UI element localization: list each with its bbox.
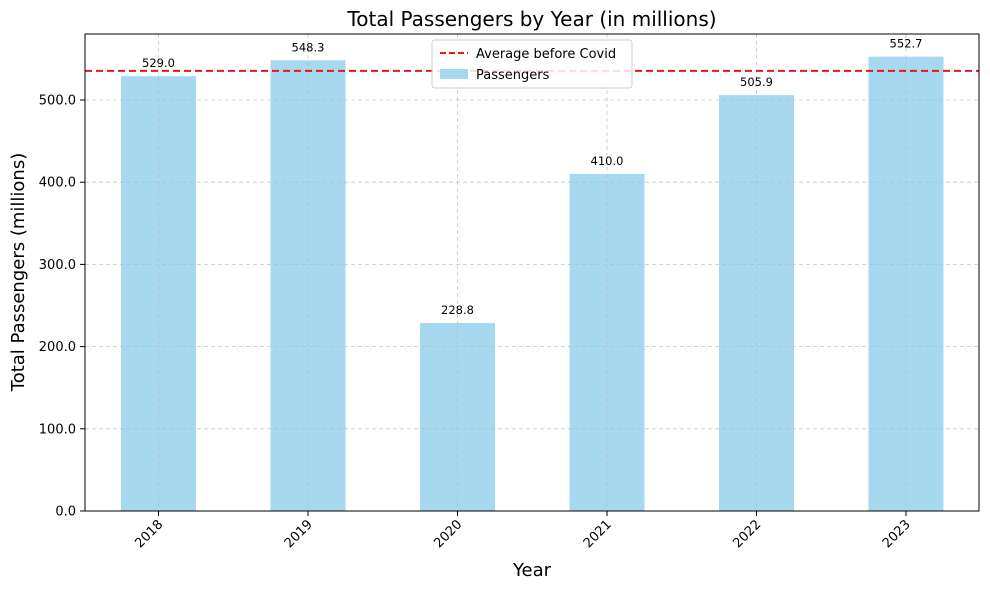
x-tick-label-2019: 2019 bbox=[282, 517, 316, 551]
data-label-2021: 410.0 bbox=[591, 154, 624, 168]
y-axis-title: Total Passengers (millions) bbox=[8, 153, 29, 392]
bar-2020 bbox=[420, 322, 495, 511]
legend-swatch-passengers bbox=[440, 69, 468, 79]
x-axis: 2018 2019 2020 2021 2022 2023 bbox=[132, 511, 914, 551]
data-label-2020: 228.8 bbox=[441, 303, 474, 317]
y-tick-label: 400.0 bbox=[39, 176, 76, 191]
y-tick-label: 200.0 bbox=[39, 340, 76, 355]
x-tick-label-2021: 2021 bbox=[581, 517, 615, 551]
chart-title: Total Passengers by Year (in millions) bbox=[346, 7, 716, 31]
y-tick-label: 300.0 bbox=[39, 258, 76, 273]
y-axis: 0.0 100.0 200.0 300.0 400.0 500.0 bbox=[39, 94, 85, 520]
legend: Average before Covid Passengers bbox=[431, 39, 633, 89]
bars bbox=[121, 56, 944, 512]
data-labels: 529.0 548.3 228.8 410.0 505.9 552.7 bbox=[142, 37, 922, 317]
y-tick-label: 0.0 bbox=[55, 505, 76, 520]
x-tick-label-2020: 2020 bbox=[431, 517, 465, 551]
legend-box bbox=[431, 39, 633, 89]
legend-label-passengers: Passengers bbox=[476, 68, 550, 83]
data-label-2018: 529.0 bbox=[142, 56, 175, 70]
data-label-2023: 552.7 bbox=[890, 37, 923, 51]
legend-label-average: Average before Covid bbox=[476, 47, 616, 62]
y-tick-label: 100.0 bbox=[39, 422, 76, 437]
y-tick-label: 500.0 bbox=[39, 94, 76, 109]
x-axis-title: Year bbox=[512, 560, 552, 581]
grid bbox=[85, 34, 979, 512]
x-tick-label-2018: 2018 bbox=[132, 517, 166, 551]
x-tick-label-2023: 2023 bbox=[880, 517, 914, 551]
data-label-2019: 548.3 bbox=[292, 40, 325, 54]
x-tick-label-2022: 2022 bbox=[730, 517, 764, 551]
data-label-2022: 505.9 bbox=[740, 75, 773, 89]
plot-frame bbox=[84, 33, 980, 512]
